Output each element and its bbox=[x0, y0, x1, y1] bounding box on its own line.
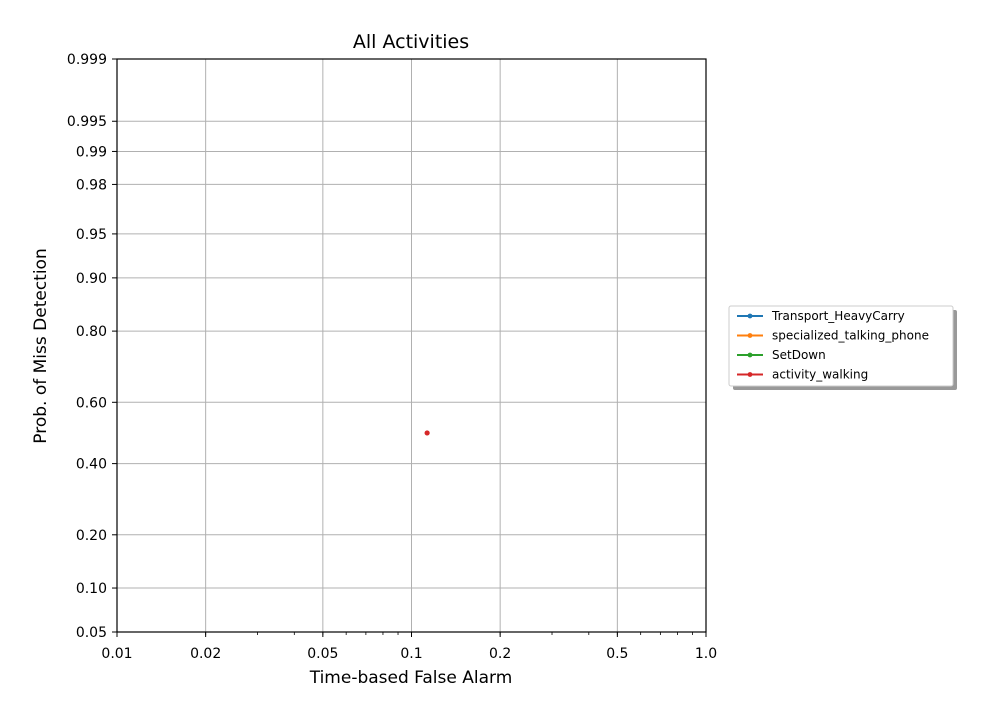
legend-label: activity_walking bbox=[772, 368, 868, 382]
legend-label: specialized_talking_phone bbox=[772, 329, 929, 343]
grid-lines bbox=[116, 58, 707, 633]
x-tick-label: 1.0 bbox=[695, 646, 717, 662]
y-tick-label: 0.999 bbox=[67, 52, 107, 68]
x-tick-label: 0.02 bbox=[190, 646, 221, 662]
y-tick-label: 0.05 bbox=[76, 625, 107, 641]
x-tick-label: 0.05 bbox=[307, 646, 338, 662]
y-tick-label: 0.95 bbox=[76, 227, 107, 243]
data-point bbox=[424, 430, 430, 436]
y-tick-label: 0.80 bbox=[76, 324, 107, 340]
series-marks bbox=[424, 430, 430, 436]
axis-ticks: 0.01 0.02 0.05 0.1 0.2 0.5 1.0 0.05 0.10 0.20 0.40… bbox=[67, 52, 717, 662]
y-tick-label: 0.60 bbox=[76, 395, 107, 411]
y-tick-label: 0.10 bbox=[76, 581, 107, 597]
legend-marker bbox=[747, 352, 753, 358]
chart-title: All Activities bbox=[353, 31, 469, 53]
y-tick-label: 0.90 bbox=[76, 271, 107, 287]
x-axis-label: Time-based False Alarm bbox=[309, 668, 513, 688]
plot-frame bbox=[116, 58, 707, 633]
x-tick-label: 0.01 bbox=[101, 646, 132, 662]
legend-marker bbox=[747, 372, 753, 377]
legend-label: Transport_HeavyCarry bbox=[771, 309, 905, 323]
legend-marker bbox=[747, 333, 753, 338]
y-tick-label: 0.98 bbox=[76, 177, 107, 193]
x-tick-label: 0.5 bbox=[606, 646, 628, 662]
x-tick-label: 0.1 bbox=[400, 646, 422, 662]
y-tick-label: 0.40 bbox=[76, 457, 107, 473]
y-tick-label: 0.99 bbox=[76, 144, 107, 160]
legend: Transport_HeavyCarry specialized_talking_… bbox=[728, 305, 954, 387]
legend-box bbox=[728, 305, 954, 387]
y-tick-label: 0.20 bbox=[76, 528, 107, 544]
y-tick-label: 0.995 bbox=[67, 114, 107, 130]
legend-marker bbox=[747, 313, 753, 319]
x-tick-label: 0.2 bbox=[489, 646, 511, 662]
y-axis-label: Prob. of Miss Detection bbox=[31, 248, 51, 443]
legend-label: SetDown bbox=[772, 348, 826, 362]
